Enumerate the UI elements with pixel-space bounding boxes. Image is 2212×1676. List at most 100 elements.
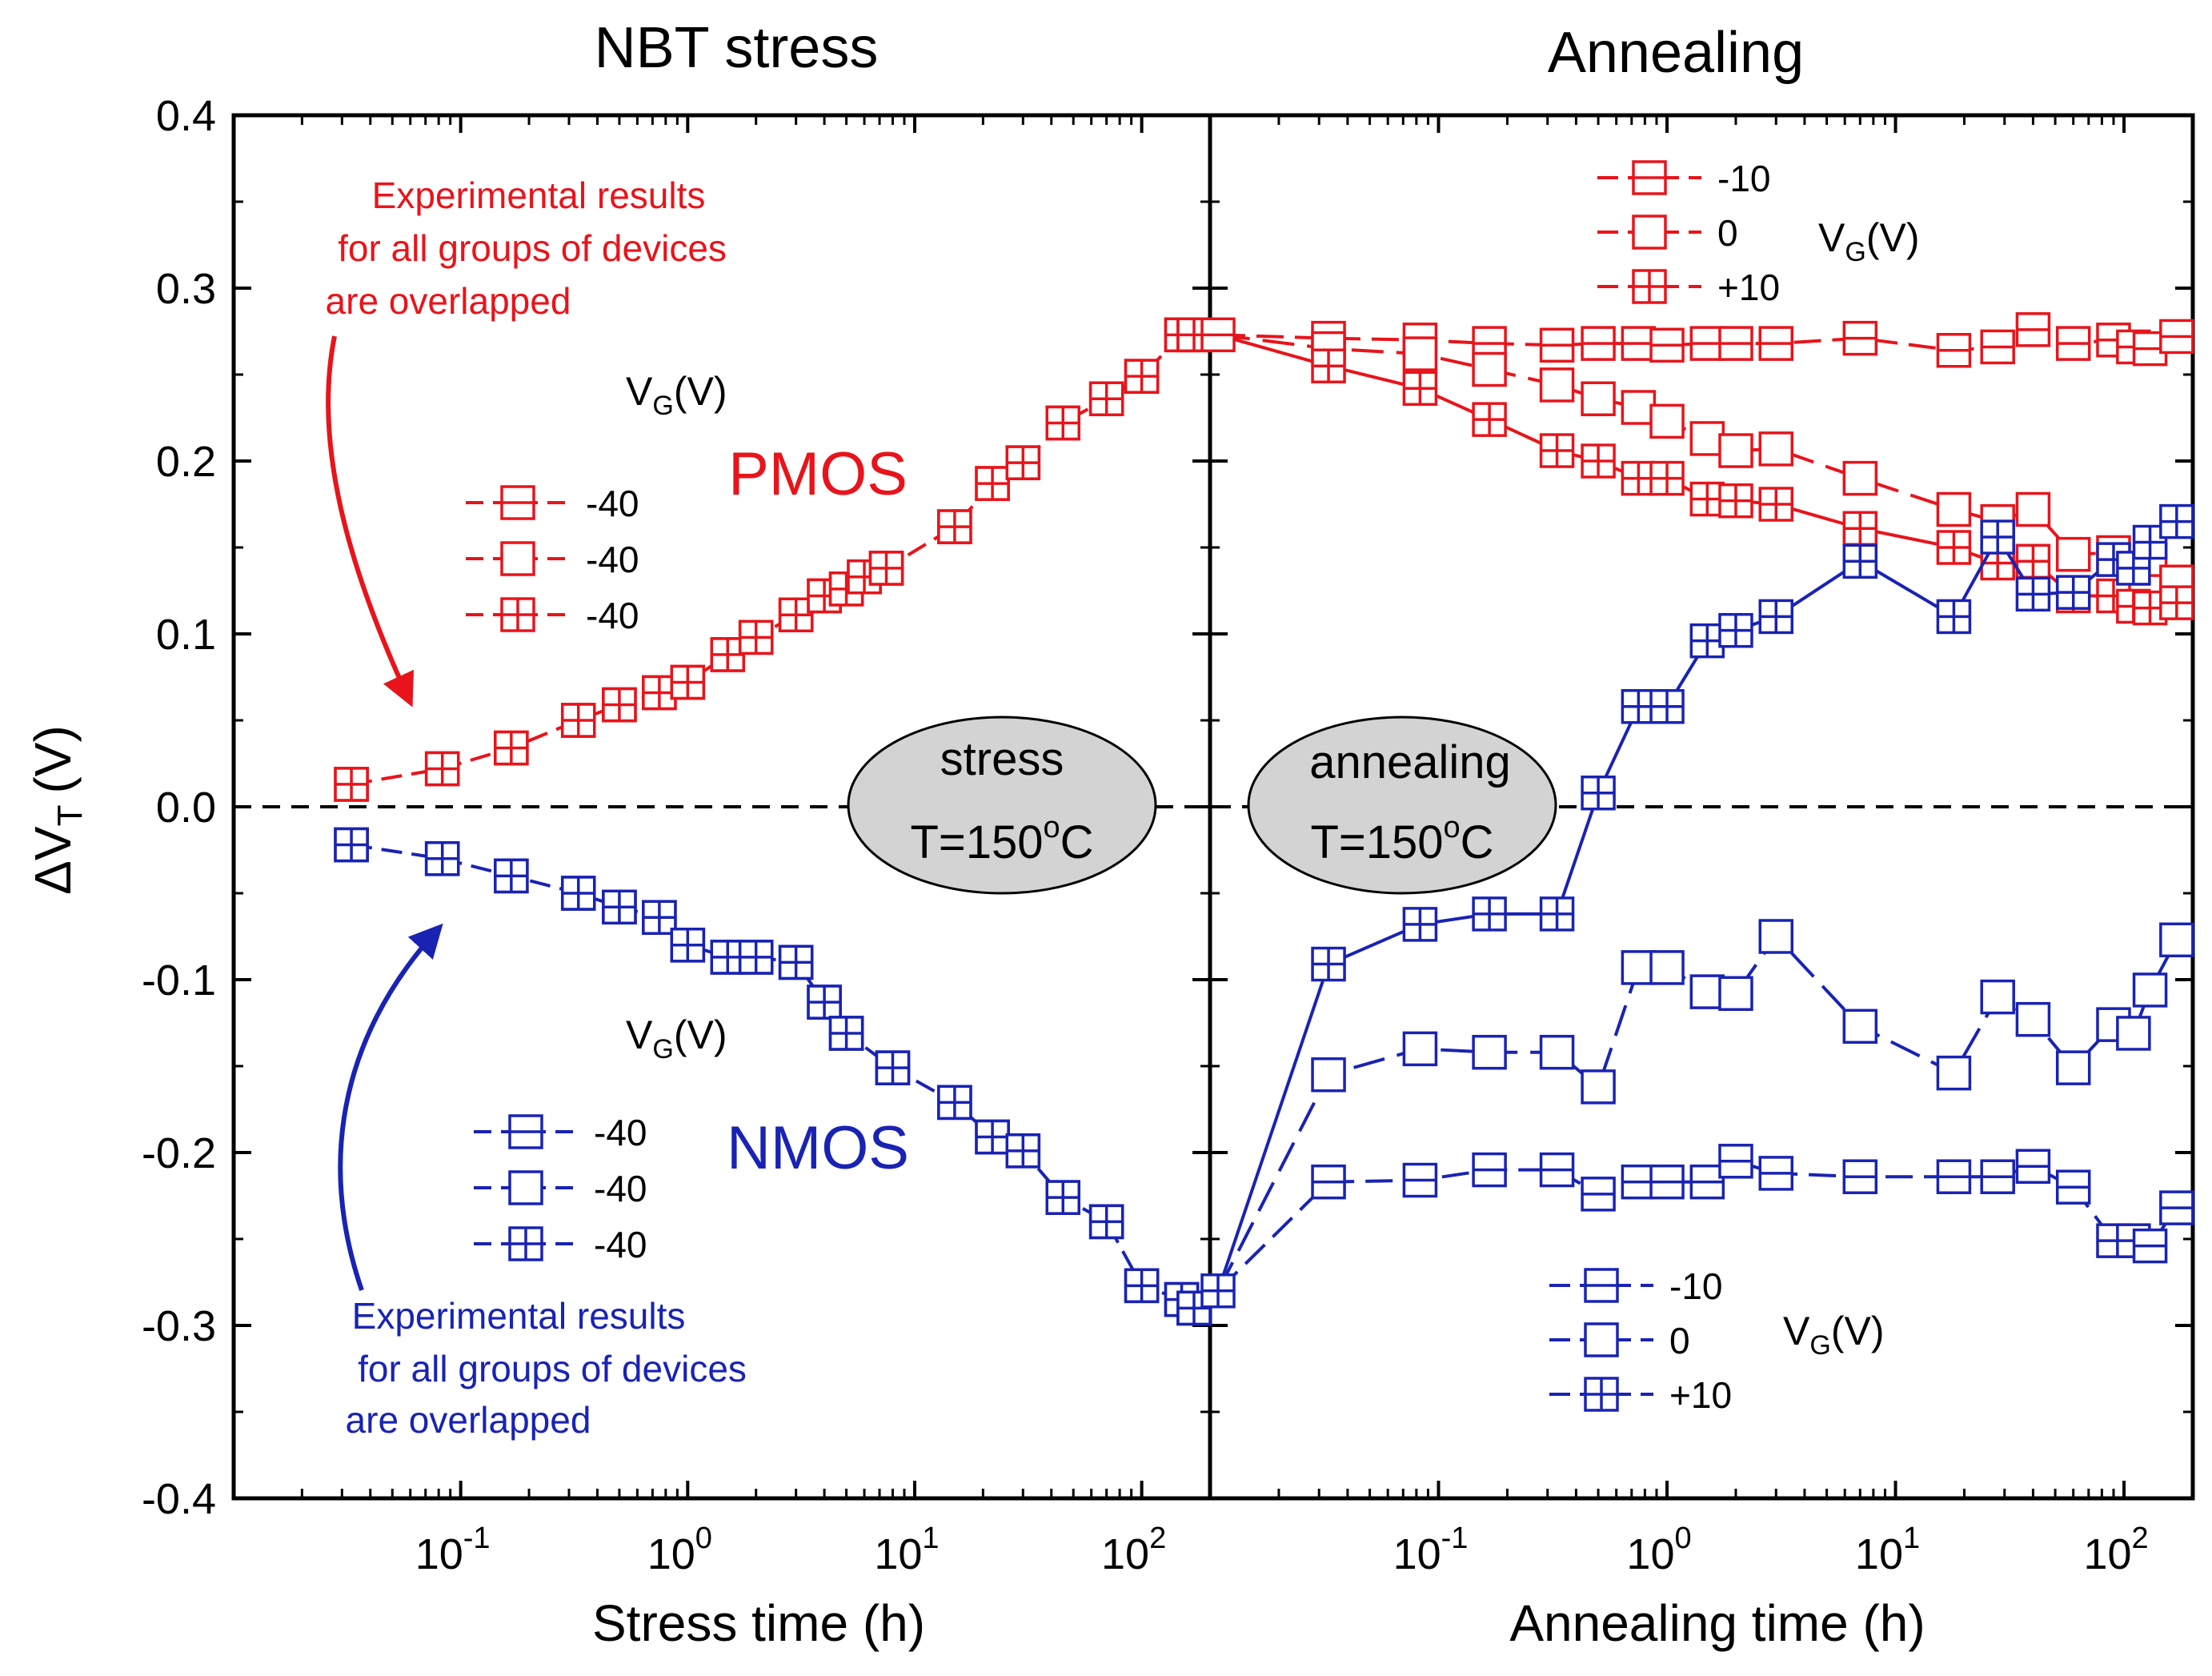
legend-entry: -10 <box>1549 1265 1722 1307</box>
legend-label: +10 <box>1717 267 1780 308</box>
data-point <box>1472 896 1507 932</box>
data-point <box>1472 1152 1507 1188</box>
stress-x-axis-label: Stress time (h) <box>592 1594 925 1652</box>
pmos-note-line1: Experimental results <box>372 174 706 216</box>
data-point <box>2116 1016 2151 1051</box>
y-axis-label: ΔVT (V) <box>24 725 90 895</box>
data-point <box>1581 1177 1616 1212</box>
data-point <box>334 767 369 802</box>
data-point <box>494 730 529 766</box>
data-point <box>494 858 529 894</box>
data-point <box>1472 351 1507 387</box>
data-point <box>1539 896 1575 932</box>
y-tick-label: -0.2 <box>142 1129 216 1177</box>
data-point <box>1758 487 1794 522</box>
data-point <box>738 940 774 975</box>
data-point <box>2132 1228 2168 1264</box>
data-point <box>1649 403 1685 439</box>
annealing-box-line1: annealing <box>1309 736 1511 788</box>
stress-x-tick-label: 100 <box>647 1522 712 1578</box>
data-point <box>1539 367 1575 403</box>
data-point <box>1718 612 1753 648</box>
legend-label: 0 <box>1717 212 1738 254</box>
data-point <box>1936 1159 1972 1194</box>
data-point <box>975 466 1010 501</box>
y-axis-label-unit: (V) <box>24 725 82 793</box>
data-point <box>2015 1001 2051 1037</box>
legend-entry: -40 <box>466 595 639 636</box>
data-point <box>1088 1204 1124 1240</box>
legend-marker <box>1632 269 1667 304</box>
data-point <box>1539 433 1575 468</box>
data-point <box>1980 1159 2015 1194</box>
data-point <box>1649 460 1685 496</box>
data-point <box>1758 431 1794 467</box>
y-axis-label-sub: T <box>50 804 90 826</box>
annealing-x-tick-label: 102 <box>2083 1522 2148 1578</box>
data-point <box>1718 976 1753 1012</box>
stress-x-tick-label: 101 <box>874 1522 939 1578</box>
data-point <box>778 597 814 632</box>
data-point <box>875 1050 911 1085</box>
data-point <box>2159 1190 2194 1225</box>
legend-label: +10 <box>1669 1374 1732 1416</box>
legend-entry: -40 <box>474 1168 647 1209</box>
y-axis-label-main: ΔV <box>24 826 82 895</box>
data-point <box>1689 326 1725 361</box>
data-point <box>710 940 746 975</box>
annealing-x-tick-label: 10-1 <box>1393 1522 1469 1578</box>
y-tick-label: -0.4 <box>142 1475 216 1523</box>
stress-x-tick-label: 10-1 <box>415 1522 491 1578</box>
x-ticks: 10-1 100 101 102 10-1 100 101 102 <box>232 115 2194 1578</box>
annealing-nmos-vg-label: VG(V) <box>1783 1309 1884 1361</box>
legend-label: -10 <box>1717 158 1770 199</box>
y-tick-label: 0.0 <box>156 784 216 832</box>
data-point <box>1539 1152 1575 1188</box>
data-point <box>1842 1008 1878 1044</box>
annealing-pmos-vg-label: VG(V) <box>1818 215 1919 267</box>
annealing-x-axis-label: Annealing time (h) <box>1509 1594 1925 1652</box>
data-point <box>1124 359 1160 394</box>
data-point <box>2015 543 2051 579</box>
data-point <box>642 900 677 935</box>
data-point <box>1621 688 1657 724</box>
data-point <box>1311 1164 1346 1200</box>
data-point <box>1311 1057 1346 1093</box>
data-layer <box>334 312 2194 1326</box>
data-point <box>2055 536 2091 572</box>
data-point <box>1689 1164 1725 1200</box>
pmos-experimental-note: Experimental results for all groups of d… <box>326 174 727 322</box>
data-point <box>1758 1156 1794 1191</box>
stress-x-tick-label: 102 <box>1101 1522 1166 1578</box>
data-point <box>2015 576 2051 612</box>
y-tick-label: 0.1 <box>156 611 216 659</box>
y-tick-label: -0.3 <box>142 1302 216 1350</box>
stress-pmos-legend: -40 -40 -40 <box>466 483 639 636</box>
annealing-x-tick-label: 101 <box>1855 1522 1920 1578</box>
data-point <box>1718 326 1753 361</box>
data-point <box>1936 1055 1972 1091</box>
legend-label: -40 <box>586 539 639 580</box>
data-point <box>1539 1034 1575 1070</box>
data-point <box>2132 972 2168 1008</box>
data-point <box>1005 1133 1041 1169</box>
stress-box-line1: stress <box>940 733 1064 785</box>
data-point <box>1718 433 1753 468</box>
stress-box-line2: T=150oC <box>910 811 1093 868</box>
data-point <box>1539 327 1575 363</box>
data-point <box>1402 1162 1438 1198</box>
data-point <box>1936 491 1972 527</box>
legend-marker <box>508 1226 543 1261</box>
data-point <box>1842 1159 1878 1194</box>
data-point <box>1124 1268 1160 1304</box>
data-point <box>738 619 774 656</box>
data-point <box>424 751 460 787</box>
nmos-note-line3: are overlapped <box>346 1399 591 1441</box>
legend-marker <box>1584 1268 1619 1303</box>
y-tick-label: 0.4 <box>156 92 216 140</box>
legend-label: -40 <box>586 483 639 524</box>
data-point <box>828 1016 864 1051</box>
data-point <box>937 509 972 544</box>
data-point <box>1311 946 1346 982</box>
legend-label: 0 <box>1669 1320 1690 1361</box>
